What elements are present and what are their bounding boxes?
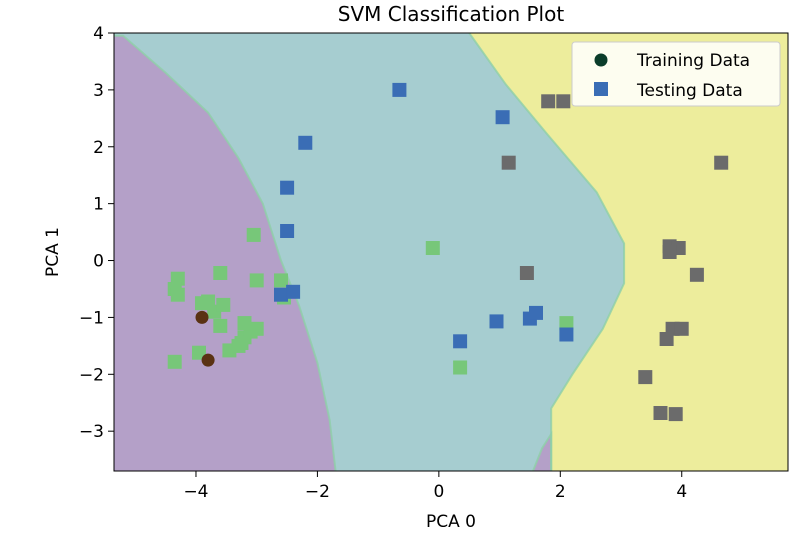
testing-point-class-2 [519, 266, 534, 280]
y-tick-label: 4 [93, 24, 104, 44]
testing-point-class-0 [213, 318, 228, 333]
testing-point-class-1 [274, 287, 288, 302]
y-axis-ticks: −3 −2 −1 0 1 2 3 4 [79, 24, 114, 442]
testing-point-class-2 [501, 155, 516, 170]
testing-point-class-2 [668, 407, 683, 422]
x-tick-label: −4 [183, 482, 208, 502]
testing-point-class-0 [274, 273, 288, 288]
decision-boundary-1 [468, 33, 626, 471]
x-tick-label: 0 [433, 482, 444, 502]
testing-point-class-0 [559, 316, 574, 331]
y-tick-label: 2 [93, 138, 104, 158]
testing-point-class-2 [662, 245, 677, 259]
legend-training-label: Training Data [636, 51, 750, 71]
testing-point-class-0 [249, 273, 264, 288]
testing-point-class-1 [489, 314, 504, 329]
testing-point-class-2 [638, 370, 653, 385]
testing-point-class-2 [689, 267, 704, 282]
testing-point-class-0 [234, 336, 249, 350]
testing-point-class-2 [659, 332, 674, 346]
legend-training-marker [594, 53, 608, 67]
plot-frame [113, 32, 789, 472]
y-tick-label: −1 [79, 308, 104, 328]
testing-point-class-2 [541, 94, 556, 109]
x-axis-label: PCA 0 [426, 512, 476, 532]
region-class-2 [469, 33, 788, 471]
testing-point-class-1 [495, 110, 510, 125]
testing-point-class-0 [249, 321, 264, 336]
testing-point-class-0 [246, 227, 261, 242]
testing-point-class-2 [674, 321, 689, 336]
decision-boundary-2 [532, 430, 553, 471]
training-point [201, 353, 215, 367]
legend-box [571, 41, 781, 107]
testing-point-class-0 [425, 241, 440, 255]
testing-point-class-1 [559, 327, 574, 342]
chart-title: SVM Classification Plot [338, 2, 565, 26]
testing-point-class-1 [286, 284, 301, 299]
testing-point-class-1 [298, 135, 313, 150]
decision-boundary-0 [114, 34, 337, 471]
y-tick-label: 1 [93, 195, 104, 215]
legend-testing-marker [594, 82, 608, 96]
testing-point-class-0 [195, 296, 209, 311]
decision-boundaries [114, 33, 626, 471]
testing-point-class-0 [167, 354, 182, 369]
x-tick-label: −2 [305, 482, 330, 502]
testing-point-class-1 [453, 334, 468, 349]
testing-point-class-0 [216, 297, 231, 312]
y-tick-label: 0 [93, 252, 104, 272]
legend-testing-label: Testing Data [636, 81, 743, 101]
y-tick-label: −3 [79, 422, 104, 442]
x-tick-label: 2 [555, 482, 566, 502]
data-points [167, 82, 729, 422]
testing-point-class-1 [280, 224, 295, 238]
testing-point-class-2 [653, 406, 668, 420]
testing-point-class-1 [280, 180, 295, 195]
x-tick-label: 4 [676, 482, 687, 502]
legend: Training Data Testing Data [571, 41, 781, 107]
y-tick-label: 3 [93, 81, 104, 101]
testing-point-class-2 [714, 155, 729, 170]
testing-point-class-2 [556, 94, 571, 109]
testing-point-class-0 [213, 266, 228, 280]
testing-point-class-0 [237, 316, 252, 331]
testing-point-class-1 [392, 82, 407, 97]
y-tick-label: −2 [79, 365, 104, 385]
training-point [195, 310, 209, 324]
x-axis-ticks: −4 −2 0 2 4 [183, 471, 687, 502]
testing-point-class-0 [170, 287, 185, 302]
testing-point-class-0 [453, 360, 468, 375]
testing-point-class-0 [192, 345, 206, 360]
testing-point-class-1 [529, 305, 543, 320]
y-axis-label: PCA 1 [43, 227, 63, 277]
